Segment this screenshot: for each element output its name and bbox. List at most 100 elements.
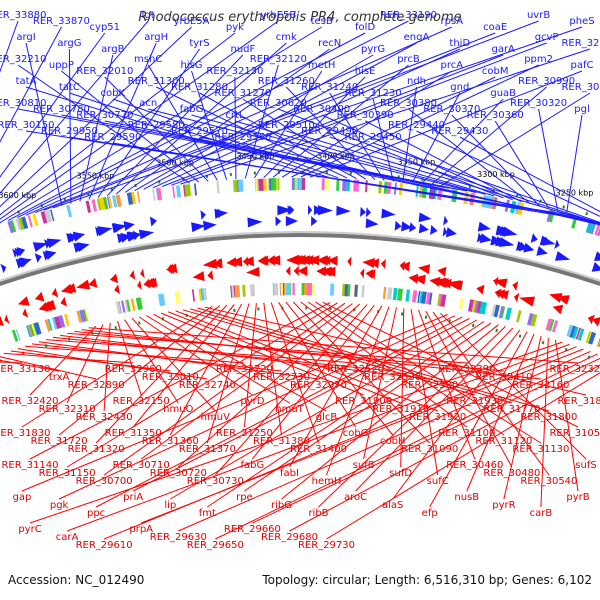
gene-leader-line <box>132 318 470 492</box>
gene-label-plus: cyp51 <box>90 22 121 33</box>
gene-label-plus: recN <box>318 38 341 49</box>
feature-band-outer <box>597 227 600 237</box>
gene-leader-line <box>74 331 504 372</box>
gene-leader-line <box>207 321 485 508</box>
gene-label-minus: RER_32740 <box>179 380 236 391</box>
gene-leader-line <box>170 319 477 500</box>
feature-band-outer <box>27 215 33 228</box>
gene-label-minus: nusB <box>454 492 479 503</box>
gene-arrow-minus <box>493 276 499 287</box>
feature-band-inner <box>530 313 538 327</box>
gene-label-minus: RER_31100 <box>438 428 495 439</box>
gene-leader-line <box>364 120 522 203</box>
gene-label-plus: pyk <box>226 22 244 33</box>
gene-leader-line <box>286 130 600 225</box>
gene-label-plus: RER_30370 <box>423 104 480 115</box>
feature-band-outer <box>184 184 192 197</box>
feature-band-inner <box>307 283 312 296</box>
feature-band-outer <box>112 195 118 208</box>
feature-band-outer <box>237 179 244 192</box>
feature-band-outer <box>270 178 276 191</box>
kbp-tick-label: 3300 kbp <box>477 170 515 179</box>
gene-arrow-plus <box>32 242 48 252</box>
gene-leader-line <box>161 54 504 187</box>
gene-leader-line <box>425 310 513 468</box>
gene-leader-line <box>112 142 594 222</box>
gene-label-plus: cobM <box>482 66 509 77</box>
feature-band-inner <box>425 292 431 305</box>
gene-leader-line <box>182 309 475 396</box>
gene-label-minus: RER_29680 <box>261 532 318 543</box>
feature-band-inner <box>54 316 62 329</box>
gene-label-minus: RER_32420 <box>1 396 58 407</box>
gene-label-minus: pyrD <box>240 396 264 407</box>
gene-arrow-minus <box>347 256 352 267</box>
gene-leader-line <box>180 48 591 185</box>
gene-leader-line <box>281 70 453 178</box>
gene-arrow-minus <box>34 291 45 302</box>
gene-arrow-plus <box>365 207 371 218</box>
gene-label-plus: RER_30770 <box>76 110 133 121</box>
feature-band-inner <box>33 322 42 335</box>
gene-leader-line <box>400 308 405 468</box>
gene-label-plus: RER_30390 <box>337 110 394 121</box>
feature-band-inner <box>411 290 418 303</box>
gene-label-plus: lgt <box>142 10 155 21</box>
gene-leader-line <box>68 48 72 204</box>
gene-arrow-minus <box>269 255 275 266</box>
gene-arrow-minus <box>0 316 4 326</box>
feature-band-inner <box>578 328 585 341</box>
gene-arrow-minus <box>60 296 68 307</box>
gene-leader-line <box>38 341 319 380</box>
gene-label-plus: RER_30380 <box>380 98 437 109</box>
accession-text: Accession: NC_012490 <box>8 573 145 587</box>
gene-leader-line <box>95 304 228 444</box>
gene-leader-line <box>17 348 208 380</box>
gene-leader-line <box>66 324 104 404</box>
gene-arrow-minus <box>512 281 519 291</box>
gene-arrow-minus <box>321 255 328 266</box>
feature-band-inner <box>382 286 387 300</box>
gene-arrow-plus <box>46 238 62 249</box>
gene-leader-line <box>10 350 171 372</box>
gene-label-plus: cmk <box>276 32 297 43</box>
gene-leader-line <box>252 357 600 524</box>
gene-arrow-minus <box>129 270 136 280</box>
feature-band-inner <box>545 318 553 331</box>
feature-band-inner <box>588 331 597 345</box>
gene-leader-line <box>140 303 353 460</box>
gene-label-minus: RER_30720 <box>150 468 207 479</box>
feature-band-inner <box>421 291 427 304</box>
feature-band-inner <box>47 318 53 331</box>
gene-label-minus: efp <box>422 508 438 519</box>
feature-band-outer <box>429 186 435 199</box>
gene-label-minus: hemH <box>312 476 342 487</box>
gene-arrow-plus <box>97 226 113 237</box>
gene-label-plus: RER_30400 <box>293 104 350 115</box>
gene-arrow-plus <box>491 235 502 246</box>
feature-band-outer <box>263 178 267 191</box>
gene-leader-line <box>21 314 448 492</box>
gene-label-minus: RER_31350 <box>105 428 162 439</box>
gene-label-plus: folD <box>355 22 375 33</box>
gene-label-minus: sufB <box>353 460 375 471</box>
feature-band-inner <box>392 287 398 301</box>
gene-arrow-plus <box>594 251 600 261</box>
gene-label-plus: yrbE5B <box>260 10 296 21</box>
gene-arrow-plus <box>200 210 206 220</box>
gene-leader-line <box>329 136 600 224</box>
gene-label-minus: RER_31050 <box>549 428 600 439</box>
feature-band-inner <box>405 289 410 302</box>
gene-arrow-plus <box>418 223 429 234</box>
gene-label-plus: RER_30320 <box>510 98 567 109</box>
gene-label-minus: sufS <box>575 460 596 471</box>
gene-label-plus: hisG <box>180 60 202 71</box>
gene-leader-line <box>408 108 532 205</box>
gene-leader-line <box>429 331 528 508</box>
gene-arrow-minus <box>297 266 308 276</box>
gene-arrow-minus <box>167 263 178 274</box>
gene-label-minus: ribG <box>271 500 292 511</box>
gene-leader-line <box>0 359 60 372</box>
feature-band-outer <box>152 188 156 201</box>
gene-arrow-plus <box>430 225 438 235</box>
